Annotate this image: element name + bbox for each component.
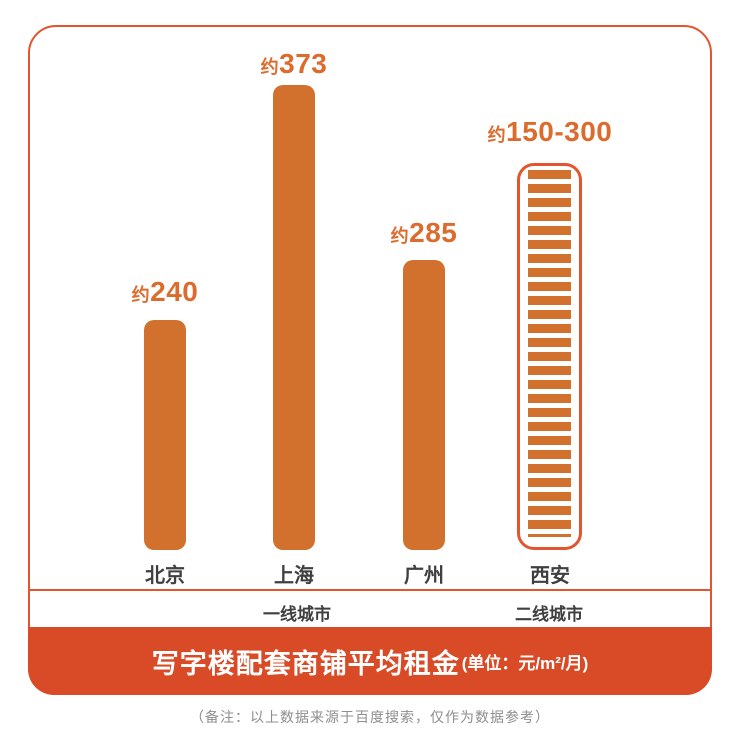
value-number: 373 [279,48,328,79]
footnote: （备注：以上数据来源于百度搜索，仅作为数据参考） [190,709,550,725]
value-number: 240 [150,276,199,307]
value-number: 285 [409,217,458,248]
bar-beijing [144,320,186,550]
axis-label-guangzhou: 广州 [404,565,444,587]
approx-prefix: 约 [260,57,280,77]
bar-xian-stripes [528,170,571,537]
group-label-tier2: 二线城市 [515,605,583,624]
value-label-guangzhou: 约285 [391,219,458,247]
value-label-shanghai: 约373 [261,50,328,78]
axis-label-shanghai: 上海 [274,565,314,587]
value-number: 150-300 [506,116,613,147]
chart-title: 写字楼配套商铺平均租金 [151,648,460,679]
approx-prefix: 约 [487,125,507,145]
chart-card-border [28,25,712,695]
axis-label-xian: 西安 [530,565,570,587]
value-label-xian: 约150-300 [488,118,613,146]
bar-guangzhou [403,260,445,550]
bar-shanghai [273,85,315,550]
value-label-beijing: 约240 [132,278,199,306]
approx-prefix: 约 [390,226,410,246]
group-separator-line [28,589,712,591]
group-label-tier1: 一线城市 [263,605,331,624]
chart-unit: (单位：元/m²/月) [461,653,589,673]
bar-xian-striped-outline [517,163,582,550]
axis-label-beijing: 北京 [145,565,185,587]
title-banner: 写字楼配套商铺平均租金 (单位：元/m²/月) [28,627,712,695]
approx-prefix: 约 [131,285,151,305]
